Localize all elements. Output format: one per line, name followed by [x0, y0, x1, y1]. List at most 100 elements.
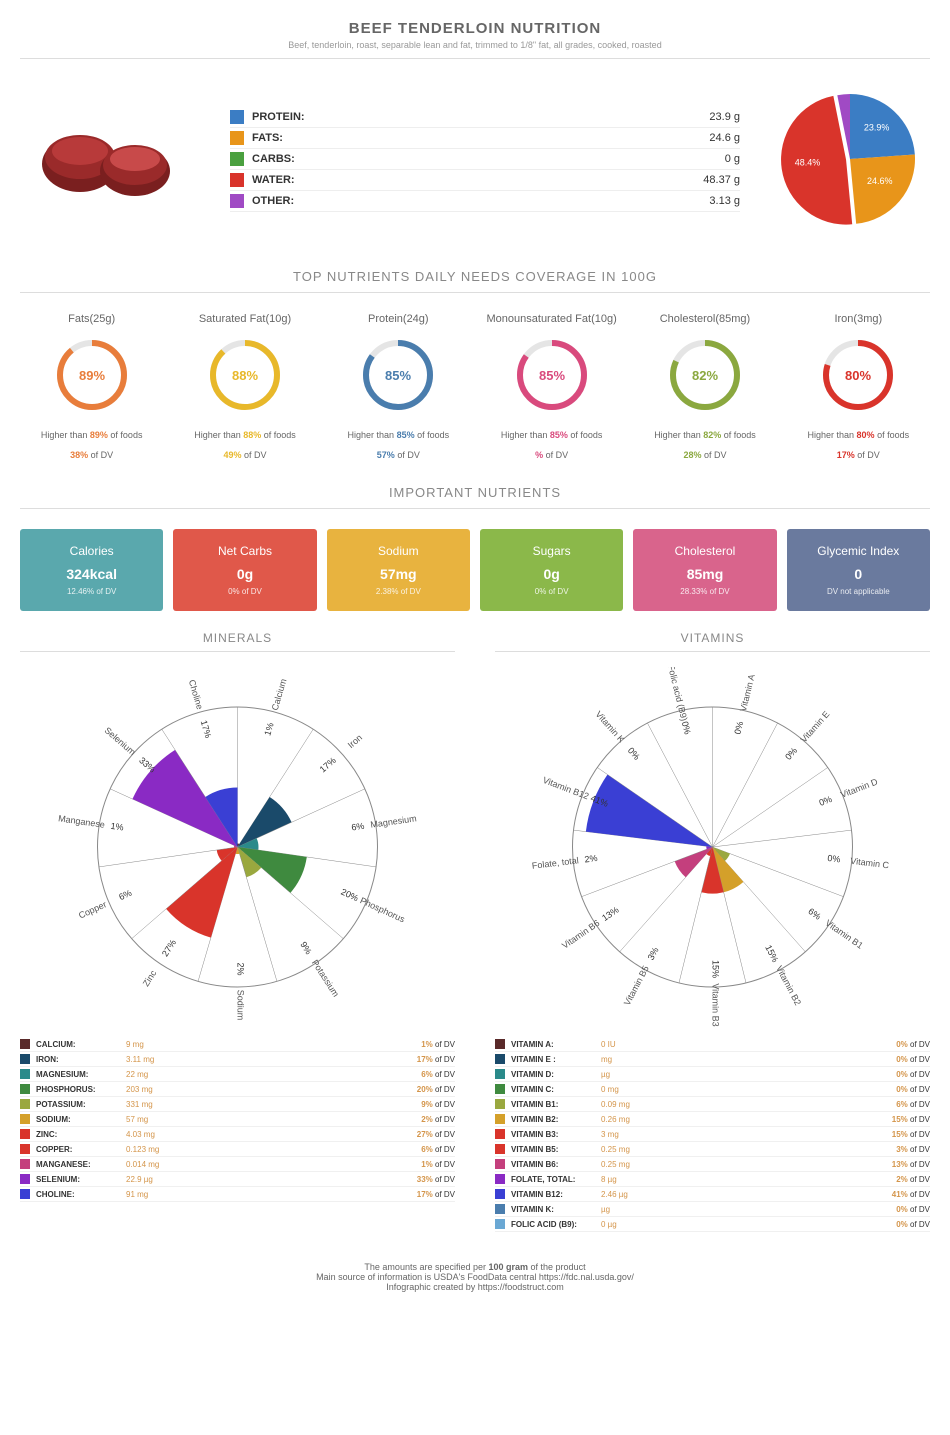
nutrient-dv: 0% of DV: [661, 1070, 930, 1079]
nutrient-swatch: [495, 1189, 505, 1199]
macro-swatch: [230, 152, 244, 166]
nutrient-swatch: [20, 1099, 30, 1109]
donut-chart: 85%: [512, 335, 592, 415]
donut-sub1: Higher than 85% of foods: [480, 430, 623, 440]
svg-text:13%: 13%: [600, 905, 621, 923]
minerals-title: MINERALS: [20, 631, 455, 652]
nutrient-card: Sodium57mg2.38% of DV: [327, 529, 470, 611]
nutrient-amount: 0.26 mg: [601, 1115, 661, 1124]
nutrient-dv: 17% of DV: [186, 1190, 455, 1199]
card-title: Glycemic Index: [797, 544, 920, 558]
nutrient-name: VITAMIN B1:: [511, 1100, 601, 1109]
donut-item: Protein(24g) 85% Higher than 85% of food…: [327, 313, 470, 460]
nutrient-swatch: [20, 1039, 30, 1049]
donut-sub1: Higher than 82% of foods: [633, 430, 776, 440]
nutrient-name: IRON:: [36, 1055, 126, 1064]
page-subtitle: Beef, tenderloin, roast, separable lean …: [20, 40, 930, 50]
bottom-section: MINERALS Calcium1%Iron17%Magnesium6%Phos…: [20, 631, 930, 1232]
nutrient-swatch: [495, 1084, 505, 1094]
nutrient-row: SELENIUM:22.9 µg33% of DV: [20, 1172, 455, 1187]
nutrient-swatch: [20, 1174, 30, 1184]
nutrient-name: VITAMIN B3:: [511, 1130, 601, 1139]
nutrient-swatch: [20, 1189, 30, 1199]
svg-text:6%: 6%: [351, 821, 365, 833]
nutrient-swatch: [495, 1159, 505, 1169]
vitamins-col: VITAMINS Vitamin A0%Vitamin E0%Vitamin D…: [495, 631, 930, 1232]
vitamins-radar: Vitamin A0%Vitamin E0%Vitamin D0%Vitamin…: [495, 667, 930, 1027]
nutrient-row: VITAMIN B1:0.09 mg6% of DV: [495, 1097, 930, 1112]
svg-text:Potassium: Potassium: [310, 958, 341, 999]
macro-value: 3.13 g: [709, 195, 740, 207]
card-row: Calories324kcal12.46% of DVNet Carbs0g0%…: [20, 529, 930, 611]
macro-row: PROTEIN:23.9 g: [230, 107, 740, 128]
nutrient-amount: 22.9 µg: [126, 1175, 186, 1184]
section-top-nutrients: TOP NUTRIENTS DAILY NEEDS COVERAGE IN 10…: [20, 269, 930, 293]
nutrient-swatch: [495, 1204, 505, 1214]
food-image: [20, 109, 200, 209]
nutrient-name: VITAMIN E :: [511, 1055, 601, 1064]
nutrient-card: Glycemic Index0DV not applicable: [787, 529, 930, 611]
svg-text:Zinc: Zinc: [141, 968, 159, 988]
svg-text:3%: 3%: [646, 946, 661, 962]
nutrient-dv: 0% of DV: [661, 1055, 930, 1064]
nutrient-dv: 15% of DV: [661, 1115, 930, 1124]
donut-chart: 82%: [665, 335, 745, 415]
nutrient-name: POTASSIUM:: [36, 1100, 126, 1109]
nutrient-amount: 4.03 mg: [126, 1130, 186, 1139]
minerals-table: CALCIUM:9 mg1% of DVIRON:3.11 mg17% of D…: [20, 1037, 455, 1202]
svg-text:Vitamin B12: Vitamin B12: [541, 775, 590, 802]
svg-text:15%: 15%: [711, 960, 721, 978]
donut-sub2: % of DV: [480, 450, 623, 460]
nutrient-name: COPPER:: [36, 1145, 126, 1154]
nutrient-dv: 15% of DV: [661, 1130, 930, 1139]
nutrient-amount: 0 IU: [601, 1040, 661, 1049]
vitamins-title: VITAMINS: [495, 631, 930, 652]
macro-swatch: [230, 131, 244, 145]
nutrient-swatch: [20, 1114, 30, 1124]
nutrient-dv: 13% of DV: [661, 1160, 930, 1169]
nutrient-amount: 0.014 mg: [126, 1160, 186, 1169]
svg-text:0%: 0%: [680, 720, 693, 735]
nutrient-name: VITAMIN B5:: [511, 1145, 601, 1154]
nutrient-name: ZINC:: [36, 1130, 126, 1139]
card-title: Net Carbs: [183, 544, 306, 558]
nutrient-name: VITAMIN A:: [511, 1040, 601, 1049]
nutrient-row: VITAMIN C:0 mg0% of DV: [495, 1082, 930, 1097]
nutrient-row: VITAMIN B6:0.25 mg13% of DV: [495, 1157, 930, 1172]
donut-sub1: Higher than 88% of foods: [173, 430, 316, 440]
macro-row: OTHER:3.13 g: [230, 191, 740, 212]
macro-label: CARBS:: [252, 153, 725, 165]
nutrient-dv: 3% of DV: [661, 1145, 930, 1154]
card-dv: 12.46% of DV: [30, 587, 153, 596]
nutrient-dv: 41% of DV: [661, 1190, 930, 1199]
nutrient-amount: 0.25 mg: [601, 1145, 661, 1154]
donut-title: Iron(3mg): [787, 313, 930, 325]
nutrient-name: VITAMIN B6:: [511, 1160, 601, 1169]
svg-text:Vitamin B2: Vitamin B2: [774, 964, 803, 1007]
svg-text:6%: 6%: [117, 888, 133, 903]
donut-row: Fats(25g) 89% Higher than 89% of foods 3…: [20, 313, 930, 460]
donut-item: Monounsaturated Fat(10g) 85% Higher than…: [480, 313, 623, 460]
nutrient-amount: 8 µg: [601, 1175, 661, 1184]
svg-text:0%: 0%: [783, 746, 799, 762]
donut-sub1: Higher than 89% of foods: [20, 430, 163, 440]
nutrient-swatch: [20, 1129, 30, 1139]
svg-text:Vitamin B1: Vitamin B1: [824, 918, 865, 951]
nutrient-dv: 6% of DV: [186, 1070, 455, 1079]
donut-item: Fats(25g) 89% Higher than 89% of foods 3…: [20, 313, 163, 460]
top-section: PROTEIN:23.9 gFATS:24.6 gCARBS:0 gWATER:…: [20, 79, 930, 239]
card-value: 324kcal: [30, 566, 153, 582]
card-value: 0g: [183, 566, 306, 582]
svg-text:1%: 1%: [110, 821, 124, 833]
macro-value: 0 g: [725, 153, 740, 165]
svg-text:89%: 89%: [79, 368, 105, 383]
macro-list: PROTEIN:23.9 gFATS:24.6 gCARBS:0 gWATER:…: [230, 107, 740, 212]
macro-label: PROTEIN:: [252, 111, 709, 123]
nutrient-row: VITAMIN B3:3 mg15% of DV: [495, 1127, 930, 1142]
donut-sub2: 57% of DV: [327, 450, 470, 460]
svg-text:80%: 80%: [845, 368, 871, 383]
donut-item: Iron(3mg) 80% Higher than 80% of foods 1…: [787, 313, 930, 460]
nutrient-dv: 2% of DV: [661, 1175, 930, 1184]
vitamins-table: VITAMIN A:0 IU0% of DVVITAMIN E :mg0% of…: [495, 1037, 930, 1232]
nutrient-card: Calories324kcal12.46% of DV: [20, 529, 163, 611]
